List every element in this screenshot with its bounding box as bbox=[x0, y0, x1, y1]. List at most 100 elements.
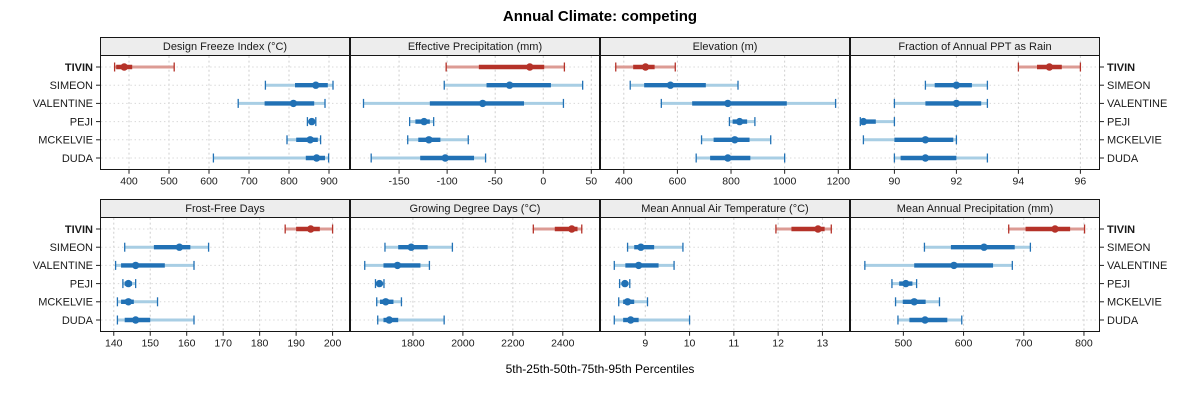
median-dot bbox=[505, 81, 514, 89]
trellis-row-2: TIVIN SIMEON VALENTINE PEJI MCKELVIE DUDA Fros… bbox=[0, 199, 1200, 349]
series-tivin bbox=[113, 62, 175, 72]
site-labels-right: TIVIN SIMEON VALENTINE PEJI MCKELVIE DUDA bbox=[1100, 224, 1167, 327]
median-dot bbox=[980, 243, 988, 251]
series-peji bbox=[408, 117, 435, 127]
strip-elevation-m: Elevation (m) bbox=[601, 38, 849, 56]
plot-elevation-m bbox=[601, 56, 849, 169]
plot-effective-precipitation-mm bbox=[351, 56, 599, 169]
median-dot bbox=[641, 63, 650, 71]
plot-mean-annual-precipitation-mm bbox=[851, 218, 1099, 331]
site-label-tivin: TIVIN bbox=[65, 224, 93, 236]
median-dot bbox=[306, 136, 314, 144]
axis-tick-label: 600 bbox=[669, 176, 687, 188]
median-dot bbox=[382, 298, 390, 306]
strip-growing-degree-days-c: Growing Degree Days (°C) bbox=[351, 200, 599, 218]
axis-effective-precipitation-mm: -150 -100 -50 0 50 bbox=[389, 170, 597, 188]
series-peji bbox=[891, 279, 918, 289]
series-peji bbox=[374, 279, 385, 289]
series-duda bbox=[897, 315, 963, 325]
axis-tick-label: 10 bbox=[684, 338, 696, 350]
axis-tick-label: 140 bbox=[105, 338, 123, 350]
site-labels-left: TIVIN SIMEON VALENTINE PEJI MCKELVIE DUDA bbox=[33, 62, 100, 165]
axis-tick-label: -100 bbox=[437, 176, 458, 188]
site-label-duda: DUDA bbox=[1107, 315, 1139, 327]
site-label-tivin: TIVIN bbox=[65, 62, 93, 74]
median-dot bbox=[131, 261, 140, 270]
series-mckelvie bbox=[376, 297, 403, 307]
median-dot bbox=[621, 279, 629, 288]
median-dot bbox=[175, 243, 184, 251]
median-dot bbox=[312, 81, 320, 89]
series-tivin bbox=[1017, 62, 1082, 72]
series-valentine bbox=[864, 260, 1013, 270]
site-label-valentine: VALENTINE bbox=[1107, 260, 1167, 272]
series-mckelvie bbox=[618, 297, 649, 307]
series-duda bbox=[212, 153, 330, 163]
axis-tick-label: 400 bbox=[615, 176, 633, 188]
axis-tick-label: 1800 bbox=[401, 338, 425, 350]
panel-box-frost-free-days: Frost-Free Days bbox=[100, 199, 350, 332]
axis-tick-label: 94 bbox=[1013, 176, 1025, 188]
median-dot bbox=[921, 154, 930, 162]
axis-tick-label: 600 bbox=[200, 176, 218, 188]
series-peji bbox=[859, 117, 896, 127]
site-label-valentine: VALENTINE bbox=[33, 98, 93, 110]
axis-tick-label: 150 bbox=[141, 338, 159, 350]
plot-mean-annual-air-temperature-c bbox=[601, 218, 849, 331]
strip-mean-annual-precipitation-mm: Mean Annual Precipitation (mm) bbox=[851, 200, 1099, 218]
median-dot bbox=[902, 279, 910, 288]
axis-tick-label: 1000 bbox=[773, 176, 797, 188]
axis-tick-label: 2000 bbox=[451, 338, 475, 350]
plot-fraction-of-annual-ppt-as-rain bbox=[851, 56, 1099, 169]
axis-elevation-m: 400 600 800 1000 1200 bbox=[615, 170, 850, 188]
site-label-peji: PEJI bbox=[1107, 116, 1130, 128]
median-dot bbox=[393, 261, 402, 270]
series-tivin bbox=[532, 224, 583, 234]
panel-design-freeze-index-c: Design Freeze Index (°C) 400 500 600 700 800 9… bbox=[100, 37, 350, 187]
axis-tick-label: 800 bbox=[280, 176, 298, 188]
median-dot bbox=[289, 99, 298, 108]
panel-frost-free-days: Frost-Free Days 140 150 160 170 180 190 200 bbox=[100, 199, 350, 349]
axis-tick-label: 13 bbox=[817, 338, 829, 350]
site-label-simeon: SIMEON bbox=[50, 242, 93, 254]
axis-mean-annual-precipitation-mm: 500 600 700 800 bbox=[895, 332, 1093, 350]
median-dot bbox=[385, 316, 393, 324]
strip-label: Elevation (m) bbox=[692, 40, 758, 53]
series-duda bbox=[893, 153, 989, 163]
series-duda bbox=[695, 153, 786, 163]
axis-tick-label: 96 bbox=[1075, 176, 1087, 188]
site-label-tivin: TIVIN bbox=[1107, 224, 1135, 236]
axis-tick-label: -150 bbox=[389, 176, 410, 188]
axis-tick-label: 190 bbox=[287, 338, 305, 350]
axis-mean-annual-air-temperature-c: 9 10 11 12 13 bbox=[642, 332, 829, 350]
series-valentine bbox=[613, 260, 675, 270]
median-dot bbox=[407, 243, 415, 251]
strip-label: Design Freeze Index (°C) bbox=[162, 40, 288, 53]
axis-tick-label: 2400 bbox=[551, 338, 575, 350]
panel-box-effective-precipitation-mm: Effective Precipitation (mm) bbox=[350, 37, 600, 170]
series-mckelvie bbox=[862, 135, 958, 145]
median-dot bbox=[950, 261, 958, 270]
axis-tick-label: 500 bbox=[160, 176, 178, 188]
panel-mean-annual-air-temperature-c: Mean Annual Air Temperature (°C) 9 10 11 12 1… bbox=[600, 199, 850, 349]
series-simeon bbox=[626, 242, 684, 252]
site-label-simeon: SIMEON bbox=[50, 80, 93, 92]
series-valentine bbox=[114, 260, 195, 270]
median-dot bbox=[1045, 63, 1054, 71]
plot-frost-free-days bbox=[101, 218, 349, 331]
figure-title: Annual Climate: competing bbox=[502, 8, 698, 25]
strip-fraction-of-annual-ppt-as-rain: Fraction of Annual PPT as Rain bbox=[851, 38, 1099, 56]
panel-box-design-freeze-index-c: Design Freeze Index (°C) bbox=[100, 37, 350, 170]
site-label-mckelvie: MCKELVIE bbox=[1107, 135, 1162, 147]
axis-tick-label: 700 bbox=[1015, 338, 1033, 350]
site-label-mckelvie: MCKELVIE bbox=[38, 297, 93, 309]
axis-tick-label: 500 bbox=[895, 338, 913, 350]
site-label-duda: DUDA bbox=[62, 315, 94, 327]
median-dot bbox=[626, 316, 635, 324]
strip-label: Growing Degree Days (°C) bbox=[409, 202, 541, 215]
series-valentine bbox=[237, 98, 326, 108]
series-peji bbox=[306, 117, 317, 127]
median-dot bbox=[724, 99, 732, 108]
median-dot bbox=[441, 154, 449, 162]
series-simeon bbox=[264, 80, 334, 90]
